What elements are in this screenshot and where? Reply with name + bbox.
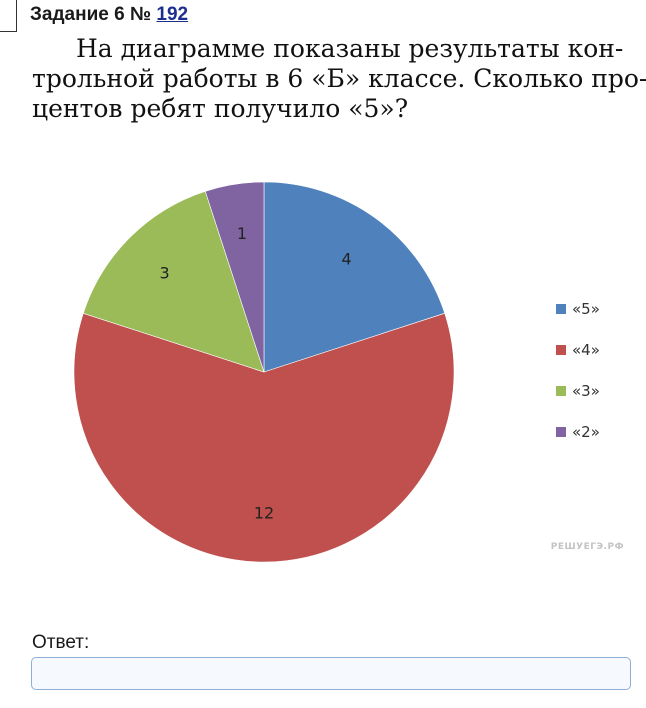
answer-input[interactable] xyxy=(31,657,631,690)
question-line: На диаграмме показаны результаты кон- xyxy=(76,34,624,63)
legend-label: «2» xyxy=(572,423,600,441)
task-number-link[interactable]: 192 xyxy=(156,4,189,25)
pie-data-label: 1 xyxy=(237,224,247,243)
pie-slice-3 xyxy=(82,190,265,373)
pie-slice-1 xyxy=(263,181,446,373)
legend-label: «3» xyxy=(572,382,600,400)
pie-data-label: 12 xyxy=(254,504,274,523)
answer-label: Ответ: xyxy=(32,632,90,653)
task-title: Задание 6 № xyxy=(30,4,152,25)
question-text: На диаграмме показаны результаты кон- тр… xyxy=(32,34,646,124)
corner-mark xyxy=(0,0,17,32)
legend-swatch xyxy=(556,386,566,396)
pie-chart: 4 12 3 1 «5» «4» «3» «2» РЕШУЕГЭ.РФ xyxy=(73,181,624,563)
legend-swatch xyxy=(556,427,566,437)
question-line: центов ребят получило «5»? xyxy=(32,94,409,123)
task-header: Задание 6 № 192 xyxy=(30,4,188,26)
legend-label: «5» xyxy=(572,300,600,318)
pie-slice-4 xyxy=(204,181,265,373)
legend-label: «4» xyxy=(572,341,600,359)
watermark: РЕШУЕГЭ.РФ xyxy=(551,542,624,552)
question-line: трольной работы в 6 «Б» классе. Сколько … xyxy=(32,64,646,93)
legend-swatch xyxy=(556,345,566,355)
pie-data-label: 3 xyxy=(160,264,170,283)
legend-swatch xyxy=(556,304,566,314)
pie-slice-2 xyxy=(73,312,455,563)
pie-data-label: 4 xyxy=(342,249,352,268)
